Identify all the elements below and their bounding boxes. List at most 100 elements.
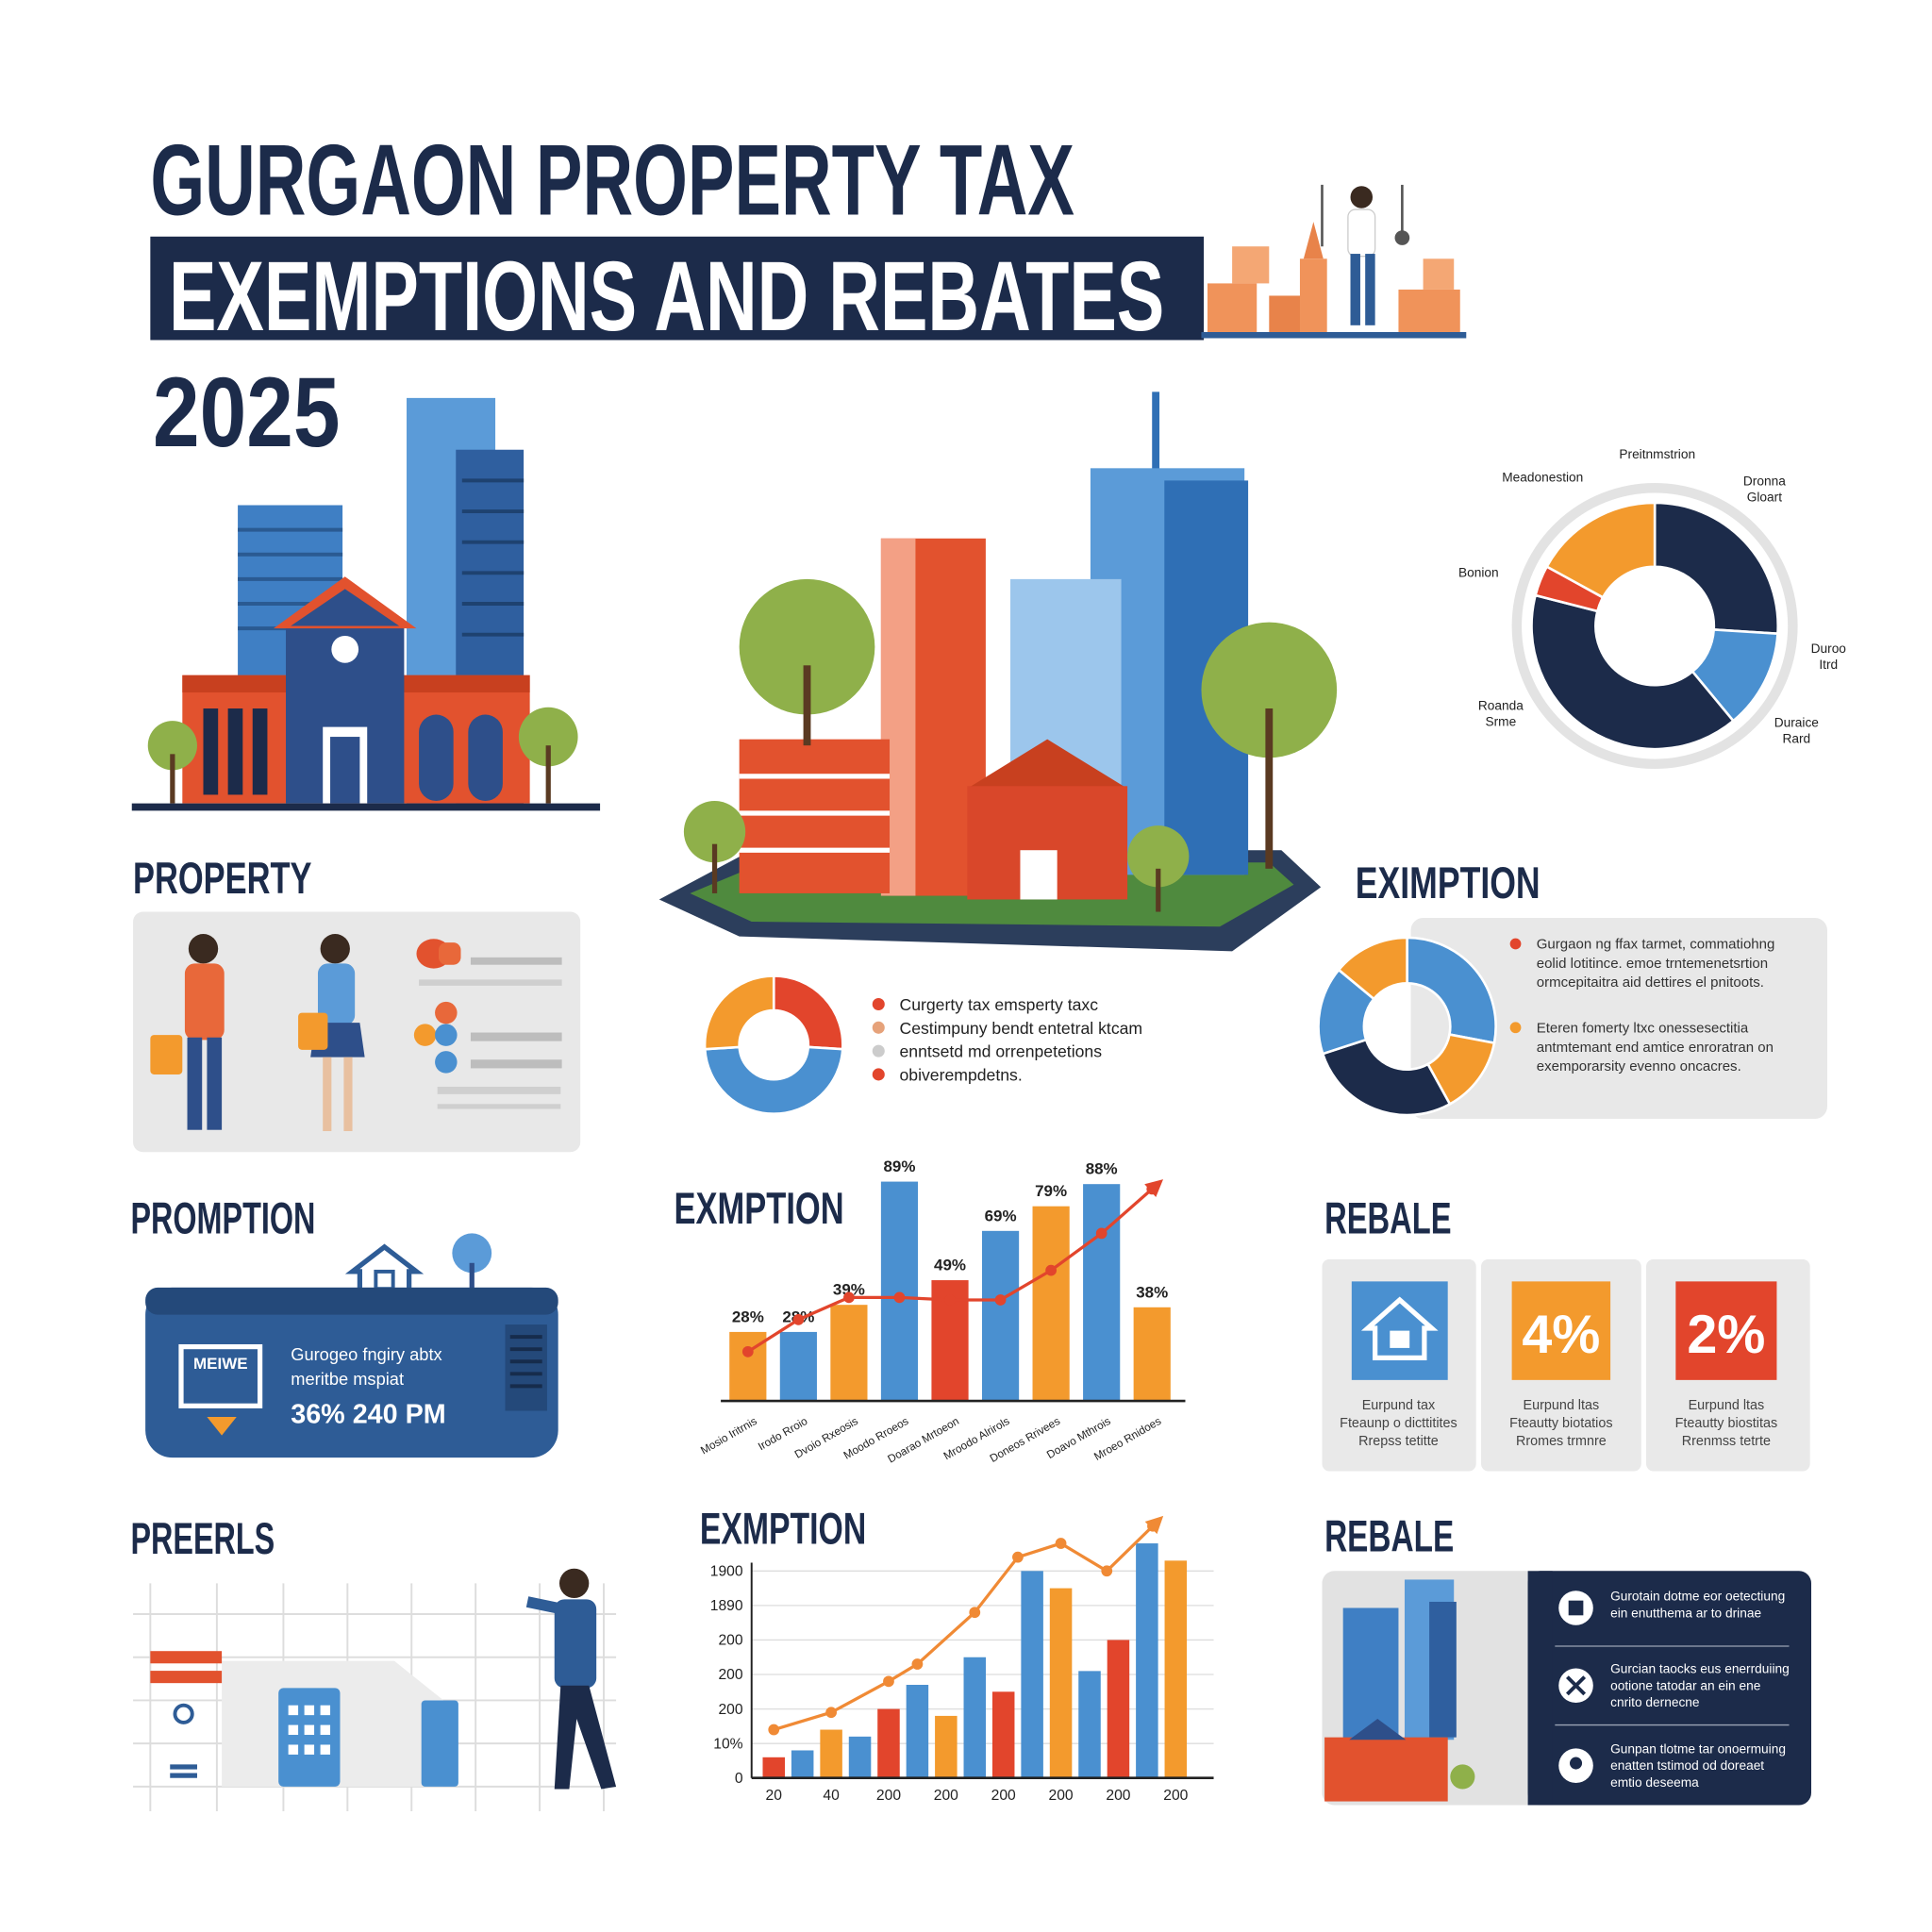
- building-illustration-shape: [291, 589, 400, 626]
- chart-title: EXIMPTION: [1356, 858, 1541, 908]
- bar: [1136, 1543, 1158, 1778]
- x-tick-label: 200: [1106, 1788, 1130, 1804]
- rebate-caption: Fteaunp o dicttitites: [1340, 1416, 1457, 1431]
- bar: [1032, 1206, 1070, 1402]
- x-tick-label: 200: [1049, 1788, 1074, 1804]
- legend-label: Cestimpuny bendt entetral ktcam: [899, 1019, 1142, 1038]
- bar: [963, 1657, 987, 1778]
- donut-slice: [1530, 593, 1736, 751]
- bar: [1049, 1588, 1073, 1778]
- building-illustration-shape: [419, 714, 454, 801]
- building-illustration-shape: [330, 737, 360, 804]
- donut-annotation: Duraice: [1774, 716, 1820, 730]
- property-panel-shape: [184, 963, 225, 1041]
- trend-point: [1012, 1551, 1024, 1563]
- city-illustration-shape: [1127, 825, 1190, 888]
- preerls-illustration-shape-shape: [304, 1724, 315, 1736]
- preerls-illustration-shape: [170, 1773, 197, 1778]
- donut-slice: [1653, 501, 1780, 636]
- preerls-illustration-shape-shape: [320, 1744, 331, 1755]
- chart-title: EXMPTION: [700, 1504, 866, 1554]
- property-panel-shape: [207, 1037, 223, 1130]
- exemption-panel: [1410, 918, 1827, 1119]
- donut-slice: [772, 974, 844, 1051]
- rebate-panel-shape: [1324, 1737, 1448, 1802]
- bar: [906, 1684, 929, 1778]
- rebate-cards-shape: [1511, 1281, 1611, 1380]
- property-panel-shape: [317, 963, 356, 1025]
- donut-annotation: Dronna: [1743, 475, 1786, 489]
- x-tick-label: 200: [991, 1788, 1016, 1804]
- subtitle-band: [150, 236, 1205, 341]
- rebate-panel-shape: [1349, 1719, 1407, 1740]
- promotion-text: Gurogeo fngiry abtx: [291, 1344, 441, 1364]
- promotion-card-shape: [509, 1335, 542, 1389]
- trend-point: [741, 1345, 754, 1357]
- donut-annotation: Duroo: [1811, 641, 1847, 656]
- city-illustration-shape: [803, 665, 811, 746]
- preerls-illustration-shape: [173, 1703, 194, 1724]
- city-illustration-shape: [1020, 850, 1058, 900]
- section-heading: REBALE: [1324, 1192, 1452, 1242]
- city-illustration-shape: [739, 739, 891, 893]
- bar: [791, 1750, 814, 1778]
- property-panel-shape: [413, 1024, 437, 1046]
- bullet-dot: [1509, 1022, 1522, 1034]
- rebate-panel: [1322, 1571, 1811, 1806]
- preerls-illustration: [133, 1568, 617, 1811]
- property-panel-shape: [437, 1087, 561, 1094]
- trend-arrow: [1144, 1515, 1164, 1535]
- rebate-caption: Rrepss tetitte: [1358, 1434, 1439, 1449]
- city-illustration-shape: [739, 774, 891, 853]
- rebate-caption: Fteautty biotatios: [1509, 1416, 1612, 1431]
- building-illustration-shape: [545, 745, 551, 804]
- building-illustration-shape: [227, 708, 243, 795]
- city-illustration-shape: [683, 800, 746, 863]
- donut-slice: [703, 1045, 844, 1115]
- rebate-panel-shape: [1429, 1601, 1457, 1738]
- property-panel-shape: [343, 1057, 353, 1132]
- legend-label: Curgerty tax emsperty taxc: [899, 995, 1098, 1014]
- rebate-cards-shape: [1390, 1330, 1410, 1348]
- preerls-illustration-shape-shape: [304, 1705, 315, 1716]
- donut-annotation: Meadonestion: [1502, 471, 1583, 485]
- property-panel-shape: [150, 1035, 183, 1074]
- bar: [981, 1230, 1020, 1402]
- donut-annotation: Itrd: [1819, 658, 1838, 672]
- donut-slice: [1406, 936, 1497, 1045]
- trend-point: [944, 1294, 956, 1306]
- header-illustration: [1201, 184, 1467, 339]
- y-tick-label: 10%: [713, 1736, 742, 1752]
- bar: [830, 1305, 868, 1402]
- rebate-item-text: cnrito dernecne: [1610, 1695, 1700, 1709]
- city-illustration-shape: [967, 739, 1128, 789]
- bar: [779, 1331, 817, 1402]
- preerls-illustration-shape: [525, 1596, 558, 1614]
- property-panel: [133, 911, 581, 1153]
- rebate-item-text: Gurcian taocks eus enerrduiing: [1610, 1662, 1790, 1676]
- bar: [1078, 1671, 1101, 1778]
- header-illustration-shape: [1299, 258, 1327, 333]
- bullet-text: Gurgaon ng ffax tarmet, commatiohng: [1537, 937, 1775, 953]
- header-illustration-shape: [1232, 246, 1270, 284]
- preerls-illustration-shape-shape: [320, 1724, 331, 1736]
- promotion-card-shape: [505, 1324, 547, 1411]
- value-label: 88%: [1086, 1160, 1118, 1178]
- bar: [991, 1691, 1015, 1778]
- header-illustration-shape: [1398, 289, 1460, 333]
- header-illustration-shape: [1365, 254, 1375, 325]
- header-illustration-shape: [1394, 230, 1410, 245]
- value-label: 49%: [934, 1257, 966, 1274]
- y-tick-label: 200: [718, 1702, 742, 1718]
- value-label: 28%: [732, 1307, 764, 1325]
- x-tick-label: 40: [823, 1788, 840, 1804]
- donut-annotation: Preitnmstrion: [1619, 447, 1695, 461]
- preerls-illustration-shape: [558, 1568, 590, 1599]
- promotion-card-shape: [207, 1417, 237, 1436]
- property-panel-shape: [323, 1057, 332, 1132]
- header-illustration-shape: [1350, 186, 1374, 208]
- promotion-card-shape: [145, 1287, 558, 1315]
- promotion-card-shape: [145, 1287, 558, 1458]
- city-illustration-shape: [1265, 708, 1274, 869]
